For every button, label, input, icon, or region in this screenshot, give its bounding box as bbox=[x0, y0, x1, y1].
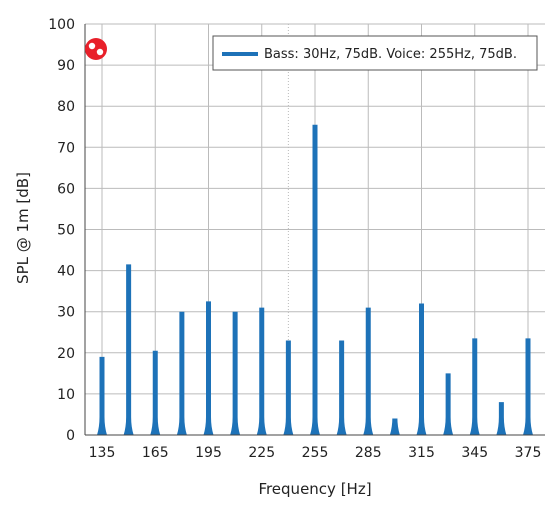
x-tick-label: 255 bbox=[302, 445, 329, 461]
x-tick-labels: 135 165 195 225 255 285 315 345 375 bbox=[89, 445, 542, 461]
y-tick-label: 30 bbox=[57, 305, 75, 321]
spectrum-bars bbox=[97, 124, 533, 435]
spectrum-bar bbox=[523, 338, 533, 435]
spectrum-bar bbox=[469, 338, 480, 435]
logo-dot bbox=[88, 42, 96, 50]
legend-box bbox=[212, 35, 538, 71]
y-tick-label: 80 bbox=[57, 99, 75, 115]
spectrum-bar bbox=[150, 350, 161, 435]
y-tick-label: 50 bbox=[57, 223, 75, 239]
y-tick-label: 40 bbox=[57, 264, 75, 280]
spectrum-bar bbox=[97, 356, 107, 435]
x-axis-title: Frequency [Hz] bbox=[258, 480, 371, 498]
spectrum-bar bbox=[389, 417, 400, 435]
spectrum-bar bbox=[230, 311, 241, 435]
x-tick-label: 165 bbox=[142, 445, 169, 461]
legend: Bass: 30Hz, 75dB. Voice: 255Hz, 75dB. bbox=[212, 35, 538, 71]
spectrum-bar bbox=[283, 340, 294, 435]
y-tick-label: 20 bbox=[57, 346, 75, 362]
spectrum-bar bbox=[336, 340, 347, 435]
x-tick-label: 285 bbox=[355, 445, 382, 461]
spectrum-bar bbox=[176, 311, 187, 435]
x-tick-label: 375 bbox=[515, 445, 542, 461]
y-tick-label: 100 bbox=[48, 17, 75, 33]
y-tick-label: 90 bbox=[57, 58, 75, 74]
x-tick-label: 195 bbox=[195, 445, 222, 461]
brand-logo-icon bbox=[85, 38, 107, 60]
spectrum-bar bbox=[443, 373, 454, 435]
spectrum-bar bbox=[203, 301, 214, 435]
x-tick-label: 345 bbox=[461, 445, 488, 461]
spectrum-bar bbox=[310, 124, 320, 435]
spectrum-bar bbox=[256, 307, 267, 435]
spectrum-bar bbox=[416, 303, 427, 435]
x-tick-label: 135 bbox=[89, 445, 116, 461]
y-tick-label: 70 bbox=[57, 140, 75, 156]
legend-entry: Bass: 30Hz, 75dB. Voice: 255Hz, 75dB. bbox=[264, 47, 517, 62]
y-axis-title: SPL @ 1m [dB] bbox=[14, 172, 32, 284]
spectrum-bar bbox=[123, 264, 134, 435]
x-tick-label: 315 bbox=[408, 445, 435, 461]
axes bbox=[84, 24, 545, 436]
spectrum-bar bbox=[496, 402, 507, 435]
spectrum-bar bbox=[363, 307, 374, 435]
x-tick-label: 225 bbox=[248, 445, 275, 461]
logo-dot bbox=[96, 48, 104, 56]
y-tick-label: 10 bbox=[57, 387, 75, 403]
logo-disc bbox=[85, 38, 107, 60]
y-tick-label: 60 bbox=[57, 181, 75, 197]
y-tick-label: 0 bbox=[66, 428, 75, 444]
y-tick-labels: 0 10 20 30 40 50 60 70 80 90 100 bbox=[48, 17, 75, 444]
